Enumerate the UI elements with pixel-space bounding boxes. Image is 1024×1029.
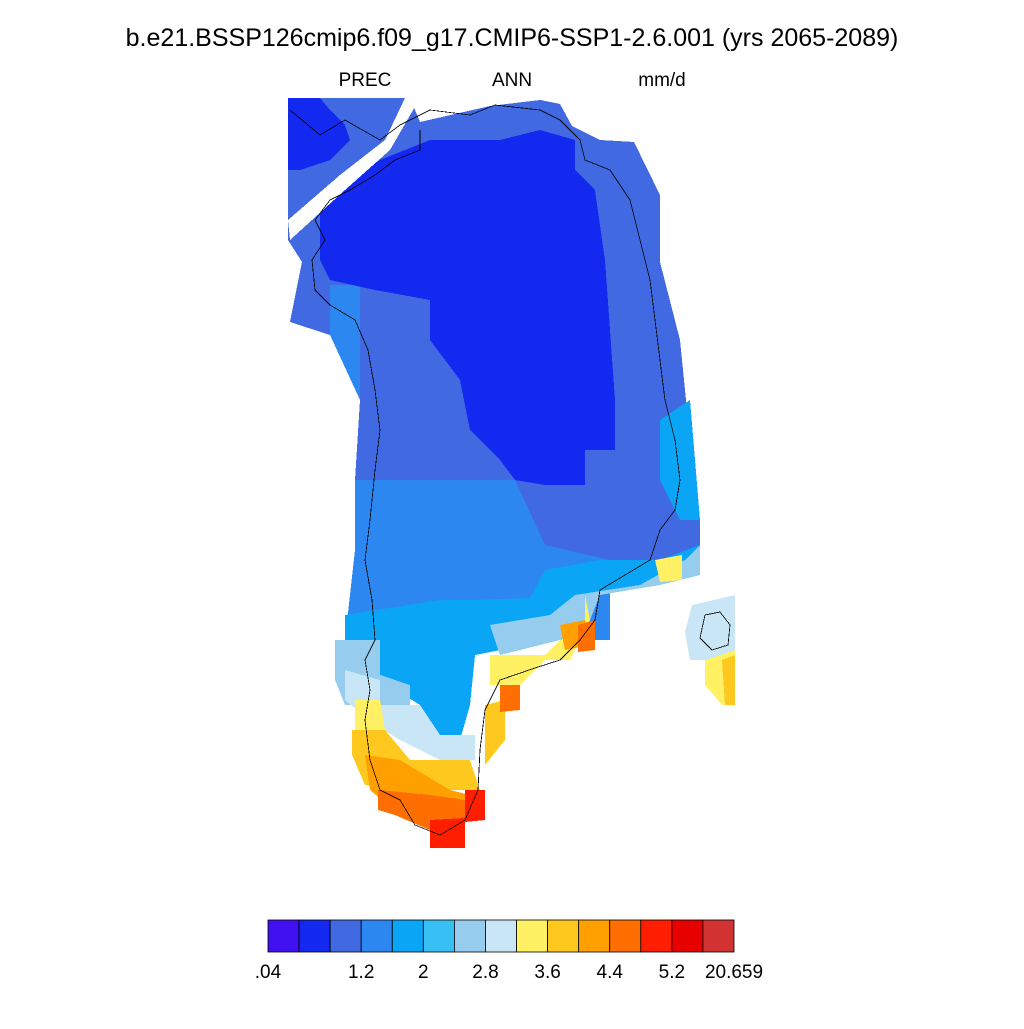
colorbar-box [578, 919, 611, 953]
colorbar-box [640, 919, 673, 953]
colorbar-label: 5.2 [659, 962, 685, 983]
region [655, 555, 682, 582]
region [320, 130, 615, 485]
colorbar-box [267, 919, 300, 953]
precip-field [288, 98, 735, 848]
coastline [289, 104, 731, 836]
colorbar-box [329, 919, 362, 953]
colorbar: .04 1.2 2 2.8 3.6 4.4 5.2 20.659 [255, 919, 763, 983]
region [345, 670, 475, 760]
region [330, 285, 360, 400]
colorbar-box [485, 919, 517, 953]
subtitle-left: PREC [339, 70, 392, 91]
colorbar-box [453, 919, 486, 953]
colorbar-box [391, 919, 424, 953]
colorbar-box [422, 919, 455, 953]
colorbar-label: 2 [418, 962, 429, 983]
region [485, 700, 505, 765]
region [660, 400, 700, 520]
colorbar-label: 2.8 [472, 962, 498, 983]
region [685, 595, 735, 660]
colorbar-box [671, 919, 704, 953]
colorbar-label: 1.2 [348, 962, 374, 983]
region [465, 790, 485, 822]
colorbar-label: 20.659 [705, 962, 763, 983]
region [355, 700, 385, 735]
colorbar-box [298, 919, 331, 953]
region [500, 685, 520, 712]
colorbar-box [609, 919, 642, 953]
title: b.e21.BSSP126cmip6.f09_g17.CMIP6-SSP1-2.… [126, 24, 899, 52]
region [578, 620, 595, 652]
colorbar-box [702, 919, 735, 953]
region [722, 655, 735, 705]
region [490, 545, 700, 655]
colorbar-label: 3.6 [534, 962, 560, 983]
colorbar-box [547, 919, 580, 953]
colorbar-box [516, 919, 548, 953]
colorbar-label: .04 [255, 962, 282, 983]
subtitle-right: mm/d [638, 70, 686, 91]
colorbar-label: 4.4 [597, 962, 624, 983]
subtitle-center: ANN [492, 70, 532, 91]
colorbar-box [360, 919, 393, 953]
gap [288, 98, 420, 240]
region [490, 595, 590, 685]
